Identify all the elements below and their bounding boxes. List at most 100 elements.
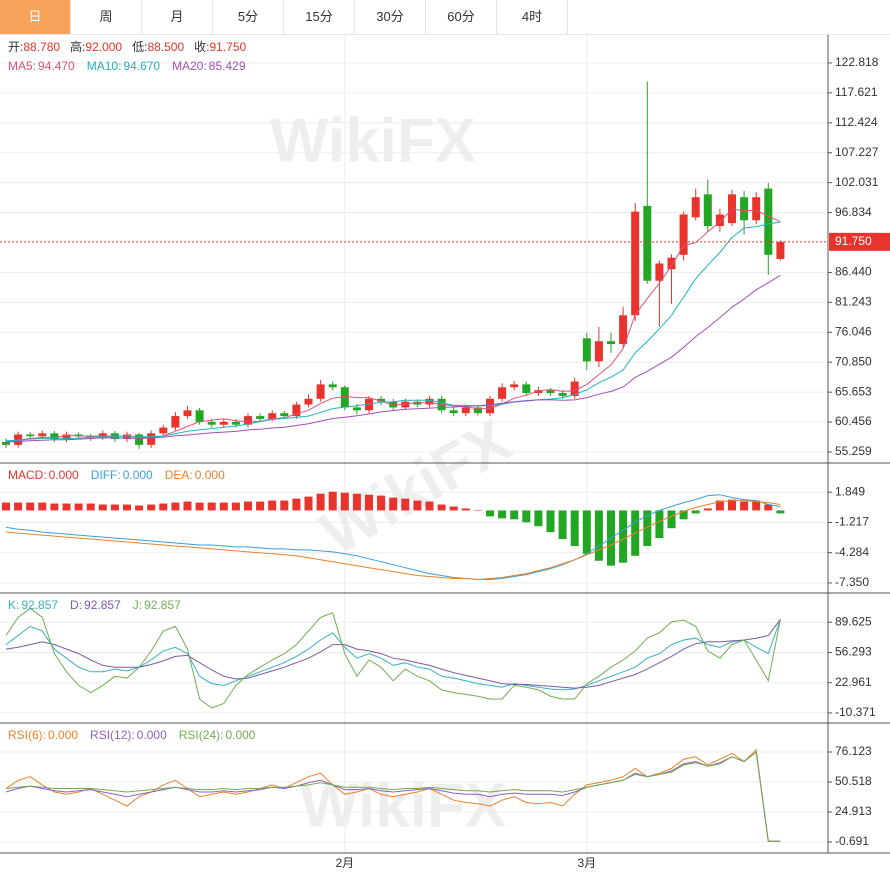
macd-bar — [147, 504, 156, 511]
macd-bar — [691, 510, 700, 514]
macd-bar — [159, 503, 168, 511]
y-tick-label: 102.031 — [835, 175, 879, 189]
y-tick-label: 117.621 — [835, 85, 878, 99]
y-tick-label: 76.046 — [835, 324, 872, 338]
macd-bar — [62, 503, 71, 511]
candle-body — [655, 263, 664, 281]
current-price-box — [829, 232, 890, 251]
y-tick-label: 55.259 — [835, 444, 872, 458]
candle-body — [498, 387, 507, 399]
period-tab[interactable]: 日 — [0, 0, 71, 34]
candle-body — [715, 214, 724, 227]
legend-value: 0.000 — [137, 728, 167, 742]
candle-body — [776, 241, 785, 259]
ohlc-value: 88.780 — [23, 40, 60, 54]
macd-bar — [110, 504, 119, 511]
current-price-label: 91.750 — [835, 234, 872, 248]
macd-bar — [715, 500, 724, 511]
watermark: WikiFX — [309, 406, 522, 569]
legend-value: 0.000 — [225, 728, 255, 742]
period-tab[interactable]: 周 — [71, 0, 142, 34]
candle-body — [401, 401, 410, 408]
candle-body — [135, 434, 144, 445]
y-tick-label: -7.350 — [835, 575, 869, 589]
candle-body — [740, 197, 749, 221]
candle-body — [268, 413, 277, 419]
candle-body — [316, 384, 325, 399]
macd-bar — [437, 504, 446, 511]
indicator-legend: MA5: 94.470 MA10: 94.670 MA20: 85.429 — [8, 59, 246, 73]
macd-bar — [231, 502, 240, 511]
candle-body — [691, 197, 700, 218]
indicator-line — [5, 751, 781, 842]
macd-bar — [74, 503, 83, 511]
candle-body — [74, 434, 83, 437]
candle-body — [510, 384, 519, 388]
macd-bar — [425, 501, 434, 511]
candle-body — [449, 410, 458, 414]
legend-value: 0.000 — [48, 728, 78, 742]
y-tick-label: 50.518 — [835, 774, 872, 788]
y-tick-label: 76.123 — [835, 744, 872, 758]
macd-bar — [401, 498, 410, 511]
macd-bar — [449, 506, 458, 511]
candle-body — [728, 194, 736, 224]
y-tick-label: 96.834 — [835, 205, 872, 219]
y-tick-label: 86.440 — [835, 265, 872, 279]
candle-body — [14, 434, 23, 445]
macd-bar — [752, 500, 761, 511]
indicator-line — [5, 274, 781, 443]
y-tick-label: 56.293 — [835, 645, 872, 659]
period-tab[interactable]: 5分 — [213, 0, 284, 34]
legend-name: MACD: — [8, 468, 47, 482]
indicator-line — [5, 607, 781, 709]
ohlc-label: 开: — [8, 40, 23, 54]
y-tick-label: 60.456 — [835, 414, 872, 428]
candle-body — [631, 211, 640, 316]
legend-name: MA10: — [87, 59, 122, 73]
macd-bar — [776, 510, 785, 514]
macd-bar — [86, 503, 95, 511]
legend-value: 94.470 — [38, 59, 75, 73]
period-tab[interactable]: 15分 — [284, 0, 355, 34]
candle-body — [123, 434, 131, 440]
candle-body — [26, 434, 35, 437]
legend-value: 94.670 — [123, 59, 160, 73]
macd-bar — [365, 494, 373, 511]
legend-value: 0.000 — [49, 468, 79, 482]
period-tab[interactable]: 30分 — [355, 0, 426, 34]
legend-name: DEA: — [165, 468, 193, 482]
candle-body — [86, 436, 95, 438]
macd-bar — [98, 504, 107, 511]
macd-bar — [413, 500, 422, 511]
period-tab[interactable]: 月 — [142, 0, 213, 34]
candle-body — [244, 416, 252, 425]
indicator-line — [5, 494, 781, 580]
y-tick-label: -4.284 — [835, 545, 869, 559]
x-tick-label: 2月 — [335, 856, 354, 870]
legend-name: J: — [133, 598, 142, 612]
legend-value: 0.000 — [195, 468, 225, 482]
macd-bar — [740, 501, 749, 511]
macd-bar — [328, 491, 337, 511]
candle-body — [98, 433, 107, 438]
candle-body — [159, 427, 168, 434]
legend-name: RSI(24): — [179, 728, 224, 742]
legend-name: RSI(12): — [90, 728, 135, 742]
period-tab[interactable]: 60分 — [426, 0, 497, 34]
macd-bar — [655, 510, 664, 539]
candle-body — [643, 205, 652, 281]
candle-body — [292, 404, 301, 417]
macd-bar — [256, 501, 265, 511]
x-tick-label: 3月 — [577, 856, 596, 870]
macd-bar — [546, 510, 555, 533]
candle-body — [558, 393, 567, 396]
macd-bar — [26, 502, 35, 511]
y-tick-label: 22.961 — [835, 675, 872, 689]
candle-body — [619, 315, 628, 345]
period-tab[interactable]: 4时 — [497, 0, 568, 34]
candle-body — [38, 433, 47, 437]
candle-body — [365, 398, 373, 411]
macd-bar — [389, 497, 398, 511]
macd-bar — [38, 502, 47, 511]
